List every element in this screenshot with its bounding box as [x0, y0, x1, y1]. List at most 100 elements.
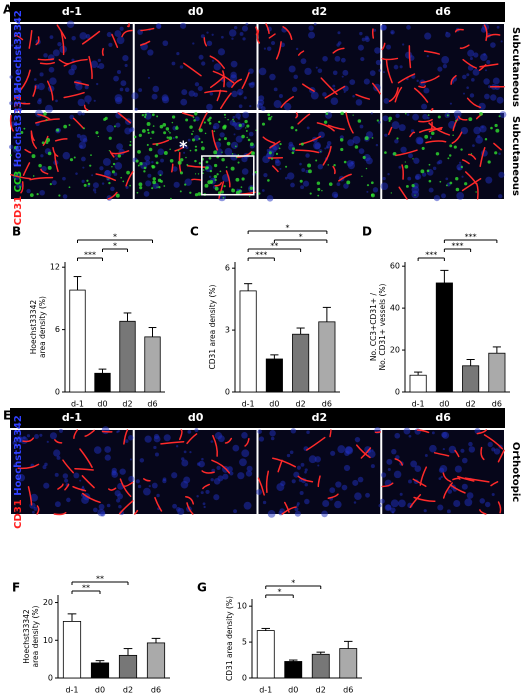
nucleus	[394, 432, 401, 439]
nucleus	[124, 127, 132, 135]
nucleus	[101, 426, 110, 435]
vessel	[497, 449, 505, 463]
cc3-signal	[333, 164, 336, 167]
cc3-signal	[162, 123, 167, 127]
cc3-signal	[221, 151, 223, 153]
cc3-signal	[150, 137, 152, 140]
nucleus	[393, 64, 399, 70]
nucleus	[390, 30, 395, 35]
nucleus	[453, 110, 462, 119]
nucleus	[189, 451, 192, 454]
nucleus	[380, 182, 389, 191]
nucleus	[53, 449, 61, 457]
cc3-signal	[285, 165, 288, 168]
cc3-signal	[449, 144, 453, 148]
cc3-signal	[148, 147, 153, 152]
nucleus	[161, 96, 170, 104]
micrograph	[380, 110, 507, 202]
nucleus	[472, 144, 475, 147]
cc3-signal	[343, 160, 347, 164]
vessel	[73, 81, 90, 86]
nucleus	[127, 435, 134, 441]
cc3-signal	[217, 191, 222, 195]
nucleus	[124, 63, 128, 68]
nucleus	[52, 49, 60, 57]
vessel	[209, 55, 225, 70]
panel-label: A	[3, 3, 13, 17]
cc3-signal	[404, 161, 406, 163]
nucleus	[145, 160, 151, 166]
nucleus	[143, 487, 151, 496]
nucleus	[180, 98, 188, 106]
x-tick-label: d-1	[71, 400, 84, 409]
bar	[488, 352, 506, 393]
nucleus	[437, 504, 444, 511]
nucleus	[108, 42, 113, 47]
significance-label: *	[286, 224, 290, 233]
nucleus	[415, 173, 422, 180]
stain-name: CD31	[13, 499, 24, 529]
vessel	[295, 149, 320, 154]
nucleus	[15, 44, 21, 51]
nucleus	[326, 140, 332, 146]
cc3-signal	[234, 145, 237, 148]
cc3-signal	[249, 142, 254, 147]
nucleus	[438, 477, 442, 480]
nucleus	[317, 163, 324, 170]
nucleus	[322, 499, 330, 508]
vessel	[20, 181, 24, 194]
nucleus	[299, 162, 302, 166]
nucleus	[424, 32, 432, 40]
column-header: d2	[312, 5, 328, 18]
nucleus	[478, 102, 486, 111]
nucleus	[97, 58, 101, 62]
nucleus	[267, 510, 276, 518]
vessel	[395, 149, 418, 157]
nucleus	[241, 156, 248, 163]
nucleus	[343, 464, 351, 472]
nucleus	[317, 464, 320, 467]
nucleus	[262, 500, 267, 505]
nucleus	[211, 33, 214, 36]
vessel	[39, 61, 55, 65]
nucleus	[295, 47, 299, 51]
vessel	[191, 178, 202, 181]
nucleus	[116, 430, 119, 434]
y-tick-label: 12	[50, 263, 60, 272]
cc3-signal	[258, 192, 261, 195]
vessel	[371, 28, 375, 39]
cc3-signal	[144, 115, 147, 119]
cc3-signal	[261, 122, 266, 126]
nucleus	[407, 176, 412, 181]
nucleus	[346, 160, 354, 167]
nucleus	[258, 67, 267, 76]
vessel	[398, 186, 408, 200]
nucleus	[102, 158, 111, 166]
cc3-signal	[141, 129, 146, 133]
nucleus	[266, 46, 272, 51]
cc3-signal	[490, 126, 493, 130]
vessel	[117, 112, 131, 124]
y-tick-label: 0	[395, 388, 400, 397]
y-axis-label-line: area density (%)	[38, 296, 47, 358]
nucleus	[358, 148, 365, 154]
cc3-signal	[163, 185, 166, 187]
nucleus	[445, 177, 449, 181]
nucleus	[354, 492, 362, 500]
nucleus	[413, 157, 420, 164]
vessel	[64, 483, 70, 491]
nucleus	[408, 434, 412, 438]
vessel	[490, 481, 499, 487]
nucleus	[288, 65, 296, 73]
nucleus	[410, 460, 418, 468]
nucleus	[79, 134, 88, 143]
cc3-signal	[171, 121, 174, 124]
nucleus	[137, 484, 142, 489]
nucleus	[332, 70, 338, 76]
cc3-signal	[185, 118, 189, 122]
nucleus	[87, 102, 90, 105]
y-axis-label-line: CD31 area density (%)	[208, 284, 217, 369]
column-header-bar	[10, 2, 505, 22]
nucleus	[467, 49, 475, 57]
